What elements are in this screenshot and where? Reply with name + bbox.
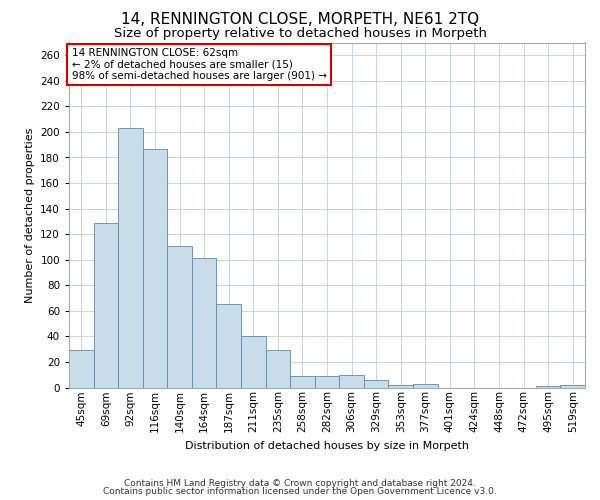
- Bar: [560, 385, 585, 388]
- Bar: [118, 128, 143, 388]
- Text: Contains public sector information licensed under the Open Government Licence v3: Contains public sector information licen…: [103, 487, 497, 496]
- Text: 14 RENNINGTON CLOSE: 62sqm
← 2% of detached houses are smaller (15)
98% of semi-: 14 RENNINGTON CLOSE: 62sqm ← 2% of detac…: [71, 48, 326, 81]
- Bar: [167, 246, 192, 388]
- Bar: [241, 336, 266, 388]
- Bar: [364, 380, 388, 388]
- Bar: [143, 148, 167, 388]
- Bar: [413, 384, 437, 388]
- Bar: [94, 222, 118, 388]
- Y-axis label: Number of detached properties: Number of detached properties: [25, 128, 35, 302]
- Bar: [388, 385, 413, 388]
- Text: 14, RENNINGTON CLOSE, MORPETH, NE61 2TQ: 14, RENNINGTON CLOSE, MORPETH, NE61 2TQ: [121, 12, 479, 28]
- Bar: [217, 304, 241, 388]
- Bar: [339, 374, 364, 388]
- Bar: [315, 376, 339, 388]
- Bar: [192, 258, 217, 388]
- Text: Contains HM Land Registry data © Crown copyright and database right 2024.: Contains HM Land Registry data © Crown c…: [124, 478, 476, 488]
- Text: Size of property relative to detached houses in Morpeth: Size of property relative to detached ho…: [113, 28, 487, 40]
- X-axis label: Distribution of detached houses by size in Morpeth: Distribution of detached houses by size …: [185, 440, 469, 450]
- Bar: [536, 386, 560, 388]
- Bar: [290, 376, 315, 388]
- Bar: [69, 350, 94, 388]
- Bar: [266, 350, 290, 388]
